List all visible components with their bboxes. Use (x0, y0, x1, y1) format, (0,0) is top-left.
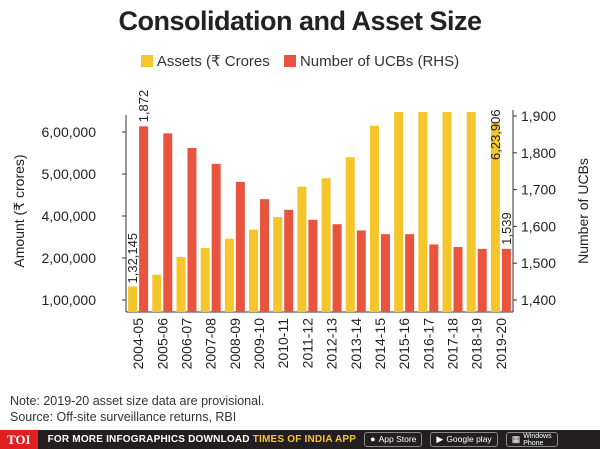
assets-bar (152, 274, 162, 312)
right-tick-label: 1,400 (521, 292, 556, 308)
x-tick-label: 2019-20 (493, 318, 509, 370)
assets-bar (466, 112, 476, 312)
chart-title: Consolidation and Asset Size (118, 6, 482, 36)
ucbs-bar (235, 181, 245, 312)
footer-brand: TIMES OF INDIA APP (252, 434, 357, 445)
x-tick-label: 2011-12 (299, 318, 315, 369)
right-tick-label: 1,800 (521, 145, 556, 161)
windows-icon: ▦ (511, 434, 521, 444)
left-tick-label: 5,00,000 (42, 166, 97, 182)
x-tick-label: 2009-10 (251, 318, 267, 370)
assets-bar (321, 178, 331, 312)
app-store-label: App Store (378, 434, 417, 444)
footer-promo: FOR MORE INFOGRAPHICS DOWNLOAD TIMES OF I… (48, 434, 357, 445)
assets-bar (369, 125, 379, 312)
assets-bar (128, 286, 138, 312)
ucbs-bar (260, 199, 270, 312)
ucbs-bar (211, 163, 221, 312)
assets-bar (273, 217, 283, 312)
right-tick-label: 1,500 (521, 255, 556, 271)
annotation-assets-end: 6,23,906 (488, 109, 503, 160)
assets-bar (394, 112, 404, 312)
app-store-badge[interactable]: ● App Store (364, 432, 423, 447)
left-tick-label: 6,00,000 (42, 124, 97, 140)
ucbs-bar (139, 126, 149, 312)
assets-bar (200, 247, 210, 312)
chart-plot: 1,00,000 2,00,000 4,00,000 5,00,000 6,00,000… (11, 90, 591, 370)
x-tick-label: 2007-08 (203, 318, 219, 370)
windows-label-2: Phone (523, 439, 544, 447)
ucbs-bar (501, 248, 511, 312)
x-tick-label: 2004-05 (130, 318, 146, 370)
ucbs-bar (332, 224, 342, 312)
legend-ucbs-swatch (283, 55, 296, 67)
assets-bar (345, 157, 355, 312)
right-tick-label: 1,600 (521, 218, 556, 234)
x-tick-label: 2016-17 (420, 318, 436, 370)
assets-bar (224, 238, 234, 312)
x-tick-label: 2018-19 (469, 318, 485, 370)
windows-label-1: Windows (523, 432, 552, 440)
ucbs-bar (308, 219, 318, 312)
x-tick-label: 2017-18 (445, 318, 461, 370)
footer-banner: TOI FOR MORE INFOGRAPHICS DOWNLOAD TIMES … (0, 430, 600, 449)
left-axis-title: Amount (₹ crores) (11, 154, 27, 267)
assets-bar (418, 112, 428, 312)
legend-ucbs-label: Number of UCBs (RHS) (299, 53, 460, 70)
left-tick-label: 4,00,000 (42, 208, 97, 224)
x-tick-label: 2005-06 (154, 318, 170, 370)
annotation-ucbs-start: 1,872 (136, 90, 151, 123)
annotation-ucbs-end: 1,539 (499, 212, 514, 245)
ucbs-bar (284, 209, 294, 312)
legend: Assets (₹ Crores Number of UCBs (RHS) (0, 52, 600, 70)
x-tick-label: 2012-13 (324, 318, 340, 370)
ucbs-bar (380, 234, 390, 312)
chart-notes: Note: 2019-20 asset size data are provis… (10, 393, 264, 425)
ucbs-bar (356, 230, 366, 312)
google-play-badge[interactable]: ▶ Google play (430, 432, 498, 447)
legend-assets-swatch (140, 55, 153, 67)
ucbs-bar (477, 248, 487, 312)
note-text: Note: 2019-20 asset size data are provis… (10, 394, 265, 408)
x-tick-label: 2014-15 (372, 318, 388, 370)
ucbs-bar (429, 244, 439, 312)
assets-bar (249, 229, 259, 312)
play-icon: ▶ (436, 434, 444, 444)
assets-bar (176, 256, 186, 312)
ucbs-bar (163, 133, 173, 312)
ucbs-bar (405, 234, 415, 312)
footer-promo-text: FOR MORE INFOGRAPHICS DOWNLOAD (47, 434, 250, 445)
assets-bar (297, 186, 307, 312)
left-tick-label: 1,00,000 (42, 292, 97, 308)
x-tick-label: 2006-07 (178, 318, 194, 370)
right-tick-label: 1,900 (521, 108, 556, 124)
assets-bar (442, 112, 452, 312)
annotation-assets-start: 1,32,145 (125, 233, 140, 284)
x-tick-label: 2015-16 (396, 318, 412, 370)
right-tick-label: 1,700 (521, 182, 556, 198)
google-play-label: Google play (446, 434, 492, 444)
left-tick-label: 2,00,000 (42, 250, 97, 266)
x-tick-label: 2008-09 (227, 318, 243, 370)
x-tick-label: 2013-14 (348, 318, 364, 370)
windows-phone-badge[interactable]: ▦ Windows Phone (505, 432, 558, 447)
toi-logo[interactable]: TOI (0, 430, 38, 449)
x-tick-label: 2010-11 (275, 318, 291, 369)
legend-assets: Assets (₹ Crores (140, 53, 274, 70)
source-text: Source: Off-site surveillance returns, R… (10, 410, 237, 424)
legend-ucbs: Number of UCBs (RHS) (283, 53, 460, 70)
ucbs-bar (187, 148, 197, 312)
apple-icon: ● (370, 434, 376, 444)
ucbs-bar (453, 247, 463, 312)
assets-bar (490, 121, 500, 313)
right-axis-title: Number of UCBs (575, 158, 591, 264)
legend-assets-label: Assets (₹ Crores (156, 53, 270, 70)
